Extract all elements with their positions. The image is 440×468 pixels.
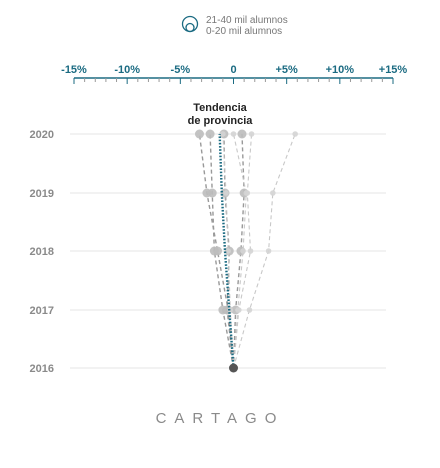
series-point [248,131,255,137]
x-tick-label: -5% [171,64,191,76]
region-title: CARTAGO [155,410,285,427]
x-tick-label: -15% [61,64,87,76]
bubble-size-small-icon [185,22,195,33]
series-point [205,129,215,139]
trend-layer [218,133,238,373]
base-point [229,363,238,373]
trend-line [218,133,235,369]
series-point [265,248,272,254]
series-point [270,190,276,196]
series-line [232,133,253,369]
series-point [194,129,204,139]
legend-small-label: 0-20 mil alumnos [206,26,282,37]
legend-large-label: 21-40 mil alumnos [206,15,288,26]
year-label: 2016 [30,363,54,375]
series-point [292,131,298,137]
y-axis: 2020 2019 2018 2017 2016 [30,129,386,375]
series-point [247,248,254,254]
legend: 21-40 mil alumnos 0-20 mil alumnos [181,15,288,37]
series-layer [194,129,298,369]
x-tick-label: -10% [114,64,140,76]
series-point [230,131,237,137]
trend-annotation-line2: de provincia [188,115,254,127]
x-tick-label: +5% [276,64,299,76]
x-tick-label: +15% [379,64,408,76]
series-point [225,248,231,254]
series-line [232,133,247,369]
trend-annotation-line1: Tendencia [193,102,247,114]
year-label: 2020 [30,129,54,141]
series-point [246,307,253,313]
series-point [234,307,241,313]
x-tick-label: +10% [326,64,355,76]
x-axis: -15% -10% -5% 0 +5% +10% +15% [61,64,407,84]
series-line [232,133,245,369]
series-point [220,131,226,137]
series-point [240,248,246,254]
series-point [237,129,247,139]
series-point [223,190,229,196]
year-label: 2018 [30,246,54,258]
series-line [209,133,235,369]
series-line [223,133,235,369]
series-point [243,190,250,196]
year-label: 2019 [30,188,54,200]
series-point [207,188,217,198]
x-tick-label: 0 [230,64,236,76]
series-point [209,246,219,256]
year-label: 2017 [30,305,54,317]
